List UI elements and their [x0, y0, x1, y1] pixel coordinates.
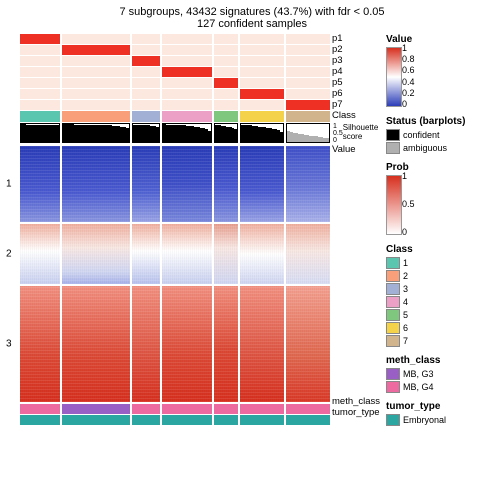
- title-line1: 7 subgroups, 43432 signatures (43.7%) wi…: [6, 6, 498, 18]
- chart-title: 7 subgroups, 43432 signatures (43.7%) wi…: [6, 6, 498, 30]
- legends-panel: Value10.80.60.40.20Status (barplots)conf…: [378, 34, 496, 434]
- track-labels: p1p2p3p4p5p6p7Class10.50SilhouettescoreV…: [330, 34, 378, 434]
- plot-area: [20, 34, 330, 434]
- title-line2: 127 confident samples: [6, 18, 498, 30]
- row-axis: 123: [6, 34, 20, 434]
